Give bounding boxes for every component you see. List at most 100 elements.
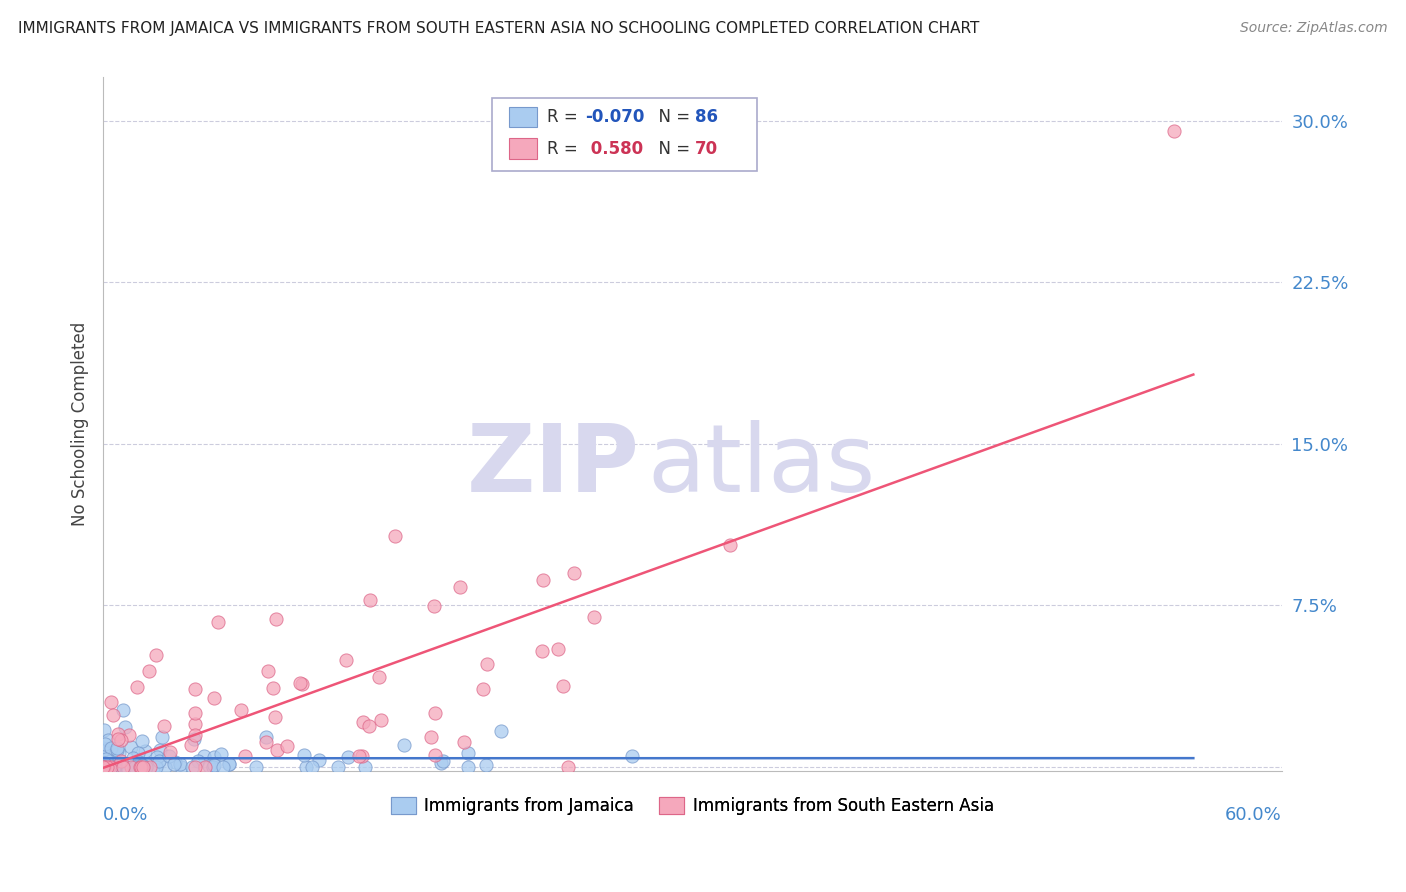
Point — [557, 760, 579, 774]
Point — [276, 739, 298, 753]
Point — [489, 724, 512, 739]
Point — [1163, 124, 1185, 138]
Point — [218, 757, 240, 772]
Point — [117, 760, 139, 774]
Point — [134, 760, 156, 774]
Point — [145, 648, 167, 662]
Point — [91, 760, 114, 774]
Point — [335, 653, 357, 667]
Point — [198, 759, 221, 773]
Point — [131, 734, 153, 748]
Point — [621, 749, 644, 764]
Point — [432, 754, 454, 768]
Point — [157, 748, 180, 763]
Point — [163, 756, 186, 771]
Point — [134, 744, 156, 758]
Point — [449, 580, 471, 594]
Point — [254, 735, 277, 749]
Point — [128, 759, 150, 773]
Point — [384, 529, 406, 543]
Point — [100, 741, 122, 756]
FancyBboxPatch shape — [509, 138, 537, 160]
Point — [91, 760, 114, 774]
Text: N =: N = — [648, 140, 695, 158]
Point — [308, 753, 330, 767]
Point — [105, 760, 128, 774]
Point — [457, 760, 479, 774]
FancyBboxPatch shape — [492, 98, 758, 171]
Point — [104, 760, 127, 774]
Point — [262, 681, 284, 695]
Point — [129, 760, 152, 774]
Point — [201, 760, 224, 774]
Text: 60.0%: 60.0% — [1225, 805, 1282, 824]
Point — [94, 756, 117, 771]
Point — [148, 755, 170, 769]
Point — [202, 750, 225, 764]
Point — [423, 747, 446, 762]
Point — [152, 719, 174, 733]
Text: -0.070: -0.070 — [585, 108, 644, 126]
Point — [93, 756, 115, 771]
Point — [430, 756, 453, 770]
Text: R =: R = — [547, 108, 583, 126]
Point — [163, 756, 186, 770]
Text: ZIP: ZIP — [467, 420, 640, 512]
Point — [159, 745, 181, 759]
Point — [180, 738, 202, 752]
Point — [93, 760, 115, 774]
Point — [120, 739, 142, 754]
Point — [337, 750, 360, 764]
Point — [562, 566, 585, 580]
Point — [145, 760, 167, 774]
Point — [93, 755, 115, 769]
Point — [146, 749, 169, 764]
Point — [135, 760, 157, 774]
Point — [114, 720, 136, 734]
Point — [97, 733, 120, 747]
Point — [93, 760, 115, 774]
Point — [101, 708, 124, 723]
Point — [423, 599, 446, 613]
Point — [129, 760, 152, 774]
Point — [207, 615, 229, 630]
Point — [245, 760, 267, 774]
Point — [718, 538, 741, 552]
Point — [145, 757, 167, 772]
Point — [139, 760, 162, 774]
Point — [184, 681, 207, 696]
Point — [170, 760, 193, 774]
Point — [103, 760, 125, 774]
Text: 86: 86 — [695, 108, 718, 126]
Point — [184, 706, 207, 721]
Point — [531, 644, 554, 658]
Text: Source: ZipAtlas.com: Source: ZipAtlas.com — [1240, 21, 1388, 35]
Point — [419, 731, 441, 745]
Y-axis label: No Schooling Completed: No Schooling Completed — [72, 322, 89, 526]
Point — [184, 717, 207, 731]
Point — [256, 665, 278, 679]
Point — [100, 695, 122, 709]
Point — [357, 719, 380, 733]
Point — [94, 737, 117, 751]
Text: N =: N = — [648, 108, 695, 126]
Point — [110, 733, 132, 747]
Point — [150, 730, 173, 744]
Point — [149, 743, 172, 757]
Point — [94, 742, 117, 756]
Point — [125, 760, 148, 774]
Point — [93, 742, 115, 756]
Point — [169, 756, 191, 771]
Point — [453, 735, 475, 749]
Point — [359, 592, 381, 607]
Point — [153, 760, 176, 774]
Point — [104, 760, 127, 774]
Point — [103, 760, 125, 774]
Point — [97, 760, 120, 774]
Point — [111, 760, 134, 774]
Point — [471, 681, 494, 696]
Point — [124, 760, 146, 774]
Point — [91, 760, 114, 774]
Point — [100, 755, 122, 769]
Point — [266, 743, 288, 757]
